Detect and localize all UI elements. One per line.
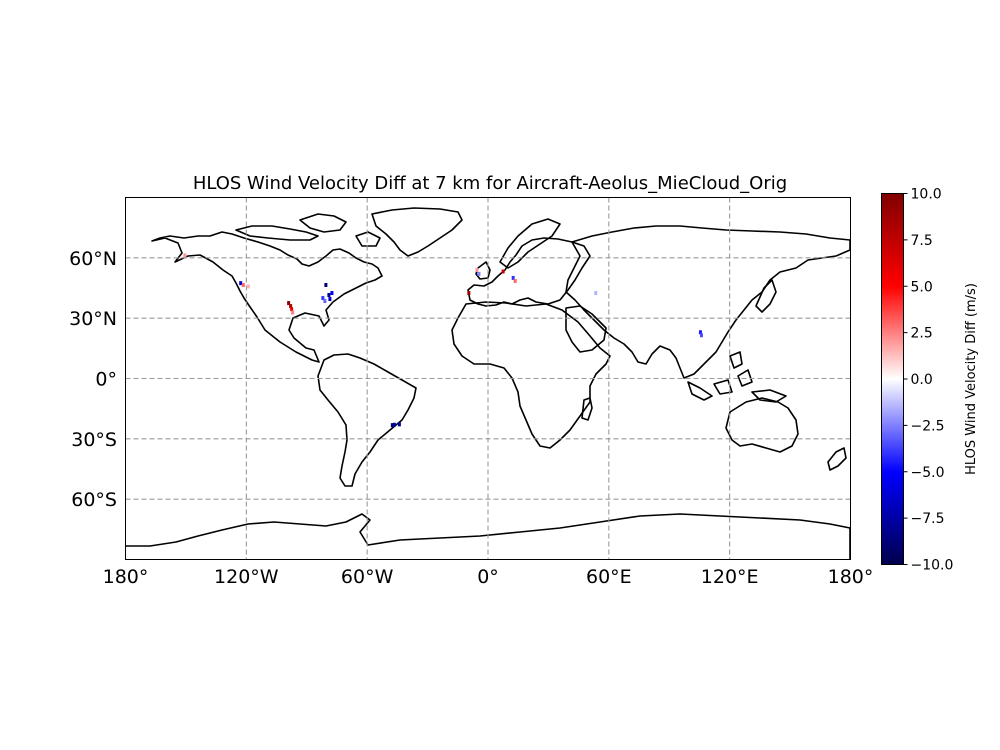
coastline-australia — [725, 397, 799, 453]
coastline-scandinavia — [499, 218, 561, 269]
colorbar-tick-label: 5.0 — [911, 279, 933, 295]
data-cell — [513, 278, 517, 283]
colorbar-tick-label: 10.0 — [911, 187, 942, 203]
colorbar-gradient — [881, 193, 904, 565]
data-cell — [246, 284, 250, 289]
data-cell — [239, 281, 243, 286]
data-cell — [397, 422, 401, 427]
coastline-new-zealand — [827, 447, 847, 471]
gridlines — [125, 197, 851, 560]
data-cell — [183, 253, 187, 258]
colorbar-tick-label: −7.5 — [911, 511, 945, 527]
y-tick-label: 30°S — [71, 429, 117, 451]
coastline-madagascar — [581, 397, 593, 421]
data-cell — [291, 310, 295, 315]
y-tick-label: 0° — [95, 369, 117, 391]
colorbar-label: HLOS Wind Velocity Diff (m/s) — [964, 283, 979, 475]
data-cell — [477, 271, 481, 276]
coastline-japan — [755, 279, 777, 313]
data-cell — [330, 291, 334, 296]
colorbar-tick-label: −5.0 — [911, 465, 945, 481]
x-tick-label: 180° — [828, 566, 874, 588]
coastline-south-america — [317, 353, 417, 487]
x-tick-labels: 180° 120°W 60°W 0° 60°E 120°E 180° — [103, 566, 874, 588]
y-tick-labels: 60°N 30°N 0° 30°S 60°S — [69, 248, 117, 511]
data-cell — [475, 267, 479, 272]
coastline-north-america — [151, 231, 383, 363]
data-cell — [323, 299, 327, 304]
data-cell — [327, 293, 331, 298]
data-cell — [467, 291, 471, 296]
y-tick-label: 60°N — [69, 248, 117, 270]
coastline-greenland — [371, 207, 463, 257]
data-cell — [241, 282, 245, 287]
coastline-arabia — [565, 305, 607, 353]
colorbar-tick-label: 2.5 — [911, 326, 933, 342]
data-cell — [501, 269, 505, 274]
data-cell — [511, 275, 515, 280]
data-points — [183, 253, 703, 428]
map-frame — [125, 197, 851, 560]
x-tick-label: 60°W — [341, 566, 394, 588]
map-area — [125, 197, 851, 560]
colorbar: 10.0 7.5 5.0 2.5 0.0 −2.5 −5.0 −7.5 −10.0 HLOS W… — [881, 187, 979, 574]
data-cell — [392, 422, 396, 427]
data-cell — [287, 301, 291, 306]
x-tick-label: 120°W — [214, 566, 279, 588]
coastline-antarctica — [125, 513, 851, 560]
data-cell — [328, 297, 332, 302]
colorbar-ticks: 10.0 7.5 5.0 2.5 0.0 −2.5 −5.0 −7.5 −10.0 — [903, 187, 954, 574]
coastline-africa — [451, 301, 611, 449]
data-cell — [289, 304, 293, 309]
y-tick-label: 30°N — [69, 308, 117, 330]
colorbar-tick-label: 0.0 — [911, 372, 933, 388]
colorbar-tick-label: −2.5 — [911, 418, 945, 434]
y-tick-label: 60°S — [71, 489, 117, 511]
data-cell — [699, 333, 703, 338]
data-cell — [290, 307, 294, 312]
data-cell — [390, 423, 394, 428]
x-tick-label: 0° — [477, 566, 499, 588]
colorbar-tick-label: −10.0 — [911, 558, 954, 574]
colorbar-tick-label: 7.5 — [911, 233, 933, 249]
x-tick-label: 60°E — [586, 566, 632, 588]
coastline-arctic-islands — [235, 213, 381, 247]
coastline-southeast-asia-islands — [687, 351, 787, 403]
chart-title: HLOS Wind Velocity Diff at 7 km for Airc… — [193, 173, 787, 194]
x-tick-label: 120°E — [701, 566, 759, 588]
data-cell — [594, 291, 598, 296]
data-cell — [324, 282, 328, 287]
coastlines — [125, 207, 851, 560]
data-cell — [698, 330, 702, 335]
data-cell — [321, 296, 325, 301]
x-tick-label: 180° — [103, 566, 149, 588]
